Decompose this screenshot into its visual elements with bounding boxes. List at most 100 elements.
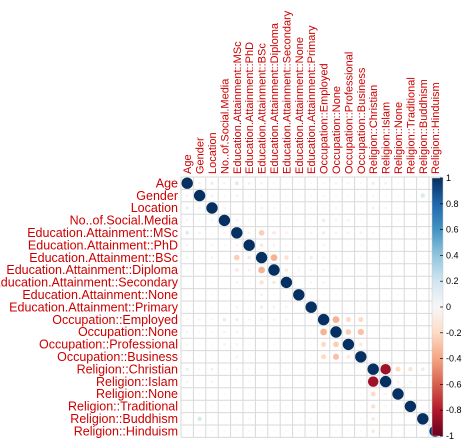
corr-cell [359,244,362,247]
corr-cell [260,343,263,346]
corr-cell [186,318,189,321]
corr-cell [235,194,239,197]
corr-cell [223,281,226,284]
corr-cell [347,194,350,197]
corr-cell [268,264,280,276]
corr-cell [235,355,239,359]
corr-cell [421,256,424,259]
row-label: Education.Attainment::Primary [9,300,179,314]
row-label: Religion::Christian [77,362,178,376]
corr-cell [359,293,362,296]
corr-cell [247,181,251,185]
corr-cell [384,306,387,309]
corr-cell [285,331,288,333]
corr-cell [409,293,412,296]
corr-cell [198,244,201,247]
corr-cell [223,194,226,197]
corr-cell [310,355,313,358]
corr-cell [408,366,413,372]
corr-cell [335,430,337,433]
corr-cell [235,317,239,322]
corr-cell [198,256,201,259]
corr-cell [297,430,300,433]
corr-cell [248,343,251,346]
corr-cell [197,416,202,422]
corr-cell [317,313,330,326]
corr-cell [359,219,362,222]
corr-cell [198,206,201,210]
corr-cell [193,189,206,202]
corr-cell [355,351,367,363]
corr-cell [404,400,417,413]
corr-cell [372,256,375,259]
corr-cell [384,181,387,185]
corr-cell [359,256,362,259]
corr-cell [310,207,313,209]
corr-cell [396,380,400,383]
column-label: Education.Attainment::None [294,37,306,174]
colorbar-tick-label: 0.2 [446,276,459,286]
corr-cell [359,231,363,235]
corr-cell [185,206,189,210]
corr-cell [185,230,190,235]
corr-cell [273,207,275,209]
corr-cell [248,331,251,333]
corr-cell [235,243,239,247]
corr-cell [310,281,313,284]
corr-cell [211,269,213,271]
corr-cell [248,430,251,433]
corr-cell [372,293,375,296]
row-label: Religion::Hinduism [74,424,178,438]
corr-cell [285,405,288,408]
corr-cell [397,207,399,209]
row-label: Education.Attainment::MSc [27,226,178,240]
corr-cell [223,405,226,408]
corr-cell [260,181,263,185]
corr-cell [186,430,189,433]
corr-cell [347,380,350,383]
corr-cell [211,231,213,234]
corr-cell [384,343,387,346]
corr-cell [297,380,300,383]
corr-cell [310,231,313,234]
corr-cell [198,293,201,296]
corr-cell [186,417,189,420]
corr-cell [284,255,289,260]
cells [181,177,441,437]
corr-cell [198,380,201,383]
corr-cell [384,430,387,433]
corr-cell [285,219,288,222]
corr-cell [335,281,337,284]
corr-cell [248,293,251,296]
corr-cell [235,405,238,408]
corr-cell [247,268,251,272]
corr-cell [210,367,214,371]
corr-cell [272,318,276,321]
corr-cell [260,194,263,197]
corr-cell [260,380,263,383]
corr-cell [397,281,399,284]
corr-cell [384,392,387,396]
colorbar-tick-label: -0.6 [446,379,462,389]
corr-cell [206,202,218,214]
corr-cell [409,355,412,358]
corr-cell [273,405,275,408]
colorbar-tick-label: 0.6 [446,225,459,235]
corr-cell [185,256,189,259]
corr-cell [421,306,424,309]
corr-cell [346,354,351,359]
corr-cell [320,328,327,336]
corr-cell [248,194,251,197]
corr-cell [384,293,387,296]
corr-cell [260,417,263,420]
corr-cell [198,355,201,358]
corr-cell [384,331,387,333]
corr-cell [420,367,425,372]
corr-cell [186,306,189,309]
corr-cell [223,417,226,420]
corr-cell [198,181,201,185]
corr-cell [421,219,424,222]
corr-cell [186,269,189,271]
colorbar-tick-label: -0.8 [446,405,462,415]
corr-cell [223,330,226,334]
